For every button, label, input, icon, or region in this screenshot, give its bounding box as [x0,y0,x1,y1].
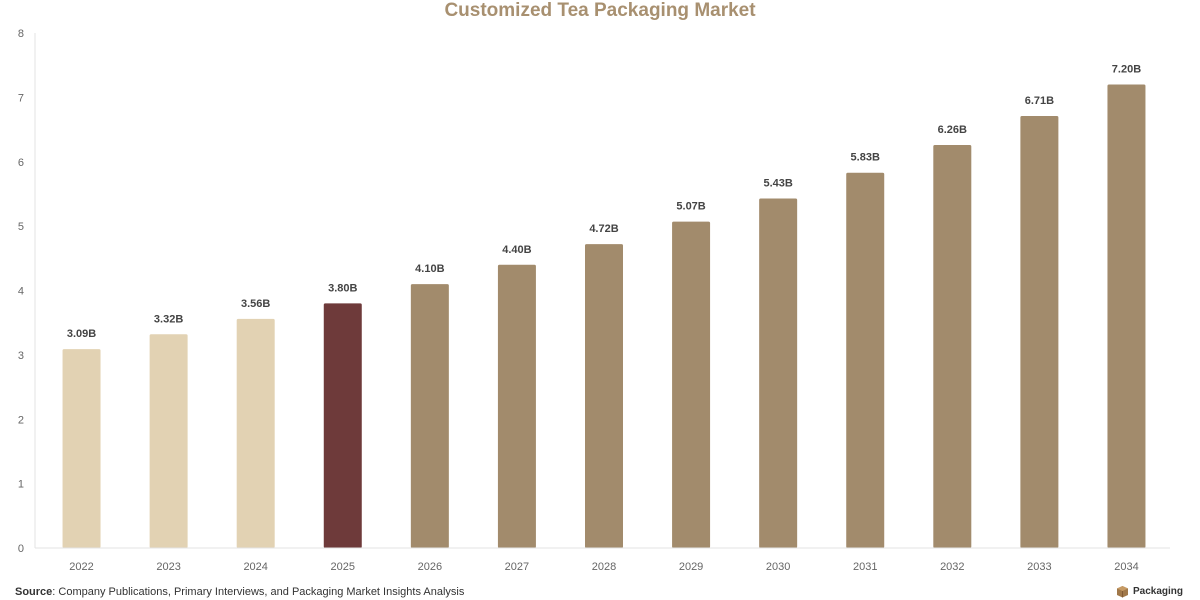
x-tick-label-2023: 2023 [156,561,180,573]
x-tick-label-2026: 2026 [418,561,442,573]
x-tick-label-2031: 2031 [853,561,877,573]
data-label-2029: 5.07B [676,201,705,213]
data-label-2033: 6.71B [1025,95,1054,107]
data-label-2031: 5.83B [851,152,880,164]
brand-text: Packaging [1133,586,1184,597]
data-label-2024: 3.56B [241,298,270,310]
x-tick-label-2027: 2027 [505,561,529,573]
source-label: Source [15,586,53,598]
x-axis: 2022 2023 2024 2025 2026 2027 2028 2029 2030 2031… [35,547,1170,573]
y-tick-label: 3 [18,350,24,362]
x-tick-label-2028: 2028 [592,561,616,573]
source-text: : Company Publications, Primary Intervie… [52,586,465,598]
bar-2024 [236,318,275,548]
y-tick-label: 5 [18,221,24,233]
bar-2026 [410,284,449,548]
data-label-2026: 4.10B [415,263,444,275]
x-tick-label-2033: 2033 [1027,561,1051,573]
bar-2028 [585,244,623,548]
y-tick-label: 2 [18,414,24,426]
y-axis: 0 1 2 3 4 5 6 7 8 [18,28,36,555]
y-tick-label: 8 [18,28,24,40]
x-tick-label-2029: 2029 [679,561,703,573]
bar-2032 [933,145,972,548]
data-label-2025: 3.80B [328,282,357,294]
bar-2025 [323,303,362,548]
y-tick-label: 6 [18,157,24,169]
data-label-2023: 3.32B [154,313,183,325]
x-tick-label-2025: 2025 [331,561,355,573]
x-tick-label-2024: 2024 [243,561,267,573]
bar-2023 [149,334,188,548]
bar-2033 [1020,116,1059,548]
data-label-2032: 6.26B [938,124,967,136]
x-tick-label-2022: 2022 [69,561,93,573]
data-label-2034: 7.20B [1112,64,1141,76]
data-label-2027: 4.40B [502,244,531,256]
bar-2031 [846,172,885,548]
y-tick-label: 1 [18,479,24,491]
bar-2029 [672,221,711,548]
data-label-2030: 5.43B [763,177,792,189]
brand: Packaging [1116,585,1183,598]
x-tick-label-2034: 2034 [1114,561,1138,573]
y-tick-label: 0 [18,543,24,555]
source-note: Source: Company Publications, Primary In… [15,586,464,598]
data-label-2022: 3.09B [67,328,96,340]
bar-2027 [497,264,536,548]
data-label-2028: 4.72B [589,223,618,235]
bar-2022 [62,349,101,548]
bar-2034 [1107,84,1146,548]
package-box-icon [1117,586,1128,598]
x-tick-label-2030: 2030 [766,561,790,573]
x-tick-label-2032: 2032 [940,561,964,573]
bar-2030 [759,198,798,548]
chart-title: Customized Tea Packaging Market [444,0,756,21]
y-tick-label: 7 [18,92,24,104]
bars-group: 3.09B 3.32B 3.56B 3.80B 4.10B 4.40B 4.72B 5.07B… [62,64,1146,548]
y-tick-label: 4 [18,286,24,298]
